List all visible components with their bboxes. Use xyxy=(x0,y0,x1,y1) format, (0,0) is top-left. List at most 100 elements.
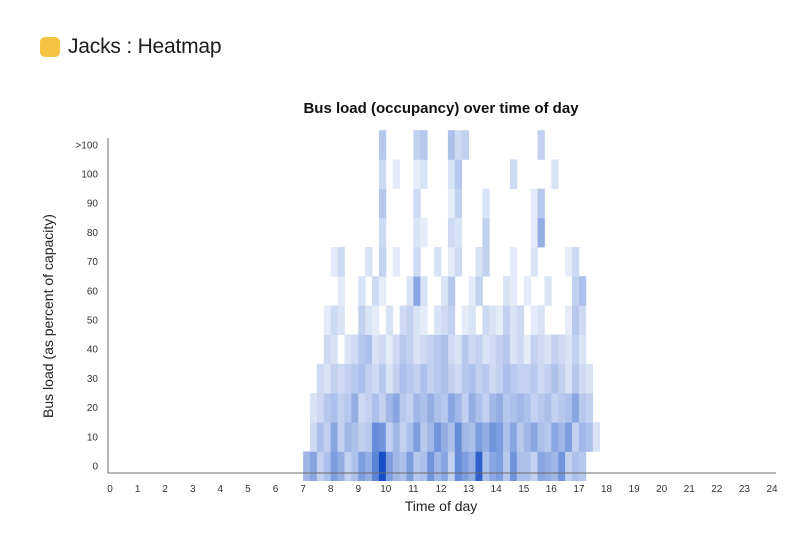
heatmap-cell xyxy=(337,305,345,335)
x-tick-label: 12 xyxy=(435,484,447,495)
heatmap-cell xyxy=(441,451,449,481)
page-header: Jacks : Heatmap xyxy=(40,35,222,59)
heatmap-cell xyxy=(489,305,497,335)
heatmap-cell xyxy=(489,393,497,423)
x-tick-label: 19 xyxy=(629,484,641,495)
heatmap-cell xyxy=(454,159,463,189)
heatmap-cell xyxy=(447,276,456,306)
heatmap-cell xyxy=(330,247,338,277)
heatmap-cell xyxy=(447,305,456,335)
heatmap-cell xyxy=(378,334,387,365)
x-tick-label: 22 xyxy=(711,484,723,495)
heatmap-cell xyxy=(544,276,552,306)
heatmap-cell xyxy=(372,305,380,335)
heatmap-cell xyxy=(351,393,359,423)
heatmap-cell xyxy=(337,422,345,452)
heatmap-cell xyxy=(585,393,594,423)
y-axis-ticks: 0 10 20 30 40 50 60 70 80 90 100 >100 xyxy=(75,140,98,472)
heatmap-cell xyxy=(572,305,580,335)
x-tick-label: 10 xyxy=(380,484,392,495)
heatmap-cell xyxy=(523,363,532,394)
y-tick-label: 90 xyxy=(87,199,99,210)
heatmap-cell xyxy=(475,422,483,452)
heatmap-cell xyxy=(461,451,469,481)
heatmap-cell xyxy=(399,451,407,481)
heatmap-cell xyxy=(434,334,442,365)
heatmap-cell xyxy=(461,130,469,160)
heatmap-cell xyxy=(330,393,338,423)
heatmap-cell xyxy=(434,422,442,452)
heatmap-cell xyxy=(530,247,538,277)
heatmap-cell xyxy=(551,159,559,189)
heatmap-cell xyxy=(316,363,325,394)
heatmap-cell xyxy=(385,451,394,481)
heatmap-cell xyxy=(475,451,483,481)
heatmap-cell xyxy=(323,363,332,394)
heatmap-cell xyxy=(399,422,407,452)
heatmap-cell xyxy=(475,276,483,306)
heatmap-cell xyxy=(420,130,428,160)
heatmap-cell xyxy=(434,363,442,394)
heatmap-cell xyxy=(392,159,401,189)
heatmap-cell xyxy=(385,393,394,423)
heatmap-cell xyxy=(537,393,545,423)
heatmap-cell xyxy=(372,422,380,452)
heatmap-cell xyxy=(378,393,387,423)
heatmap-cell xyxy=(441,334,449,365)
heatmap-cell xyxy=(378,159,387,189)
heatmap-cell xyxy=(461,334,469,365)
heatmap-cell xyxy=(309,451,318,481)
heatmap-cell xyxy=(385,363,394,394)
heatmap-cell xyxy=(406,451,414,481)
heatmap-cell xyxy=(427,334,435,365)
y-tick-label: 30 xyxy=(87,374,99,385)
heatmap-cell xyxy=(482,451,490,481)
heatmap-cell xyxy=(565,393,573,423)
heatmap-cell xyxy=(558,422,566,452)
heatmap-cell xyxy=(475,334,483,365)
heatmap-cell xyxy=(558,334,566,365)
x-tick-label: 5 xyxy=(245,484,251,495)
heatmap-cell xyxy=(585,363,594,394)
heatmap-cell xyxy=(503,393,511,423)
heatmap-cell xyxy=(323,334,332,365)
heatmap-cell xyxy=(413,363,421,394)
heatmap-cell xyxy=(509,276,518,306)
heatmap-cell xyxy=(447,363,456,394)
heatmap-cell xyxy=(420,363,428,394)
heatmap-cell xyxy=(461,422,469,452)
heatmap-cell xyxy=(509,247,518,277)
heatmap-cell xyxy=(365,393,373,423)
dashboard-square-icon xyxy=(40,37,60,57)
heatmap-cell xyxy=(378,188,387,219)
heatmap-cell xyxy=(475,247,483,277)
heatmap-cell xyxy=(344,393,352,423)
heatmap-cell xyxy=(413,334,421,365)
heatmap-cell xyxy=(530,422,538,452)
heatmap-cell xyxy=(420,217,428,248)
heatmap-cell xyxy=(420,276,428,306)
heatmap-cell xyxy=(468,334,476,365)
heatmap-cell xyxy=(565,334,573,365)
heatmap-cell xyxy=(385,305,394,335)
heatmap-cell xyxy=(358,422,366,452)
heatmap-cell xyxy=(482,217,490,248)
heatmap-cell xyxy=(316,451,325,481)
heatmap-cell xyxy=(530,305,538,335)
heatmap-cell xyxy=(365,451,373,481)
heatmap-cell xyxy=(344,422,352,452)
x-tick-label: 14 xyxy=(491,484,503,495)
heatmap-cell xyxy=(454,451,463,481)
heatmap-cell xyxy=(503,305,511,335)
heatmap-cell xyxy=(537,334,545,365)
heatmap-cell xyxy=(323,422,332,452)
heatmap-cell xyxy=(572,334,580,365)
heatmap-cell xyxy=(530,188,538,219)
heatmap-cell xyxy=(413,393,421,423)
heatmap-cell xyxy=(544,393,552,423)
heatmap-cell xyxy=(503,276,511,306)
heatmap-cell xyxy=(392,363,401,394)
heatmap-cell xyxy=(537,188,545,219)
x-tick-label: 2 xyxy=(162,484,168,495)
heatmap-cell xyxy=(330,451,338,481)
